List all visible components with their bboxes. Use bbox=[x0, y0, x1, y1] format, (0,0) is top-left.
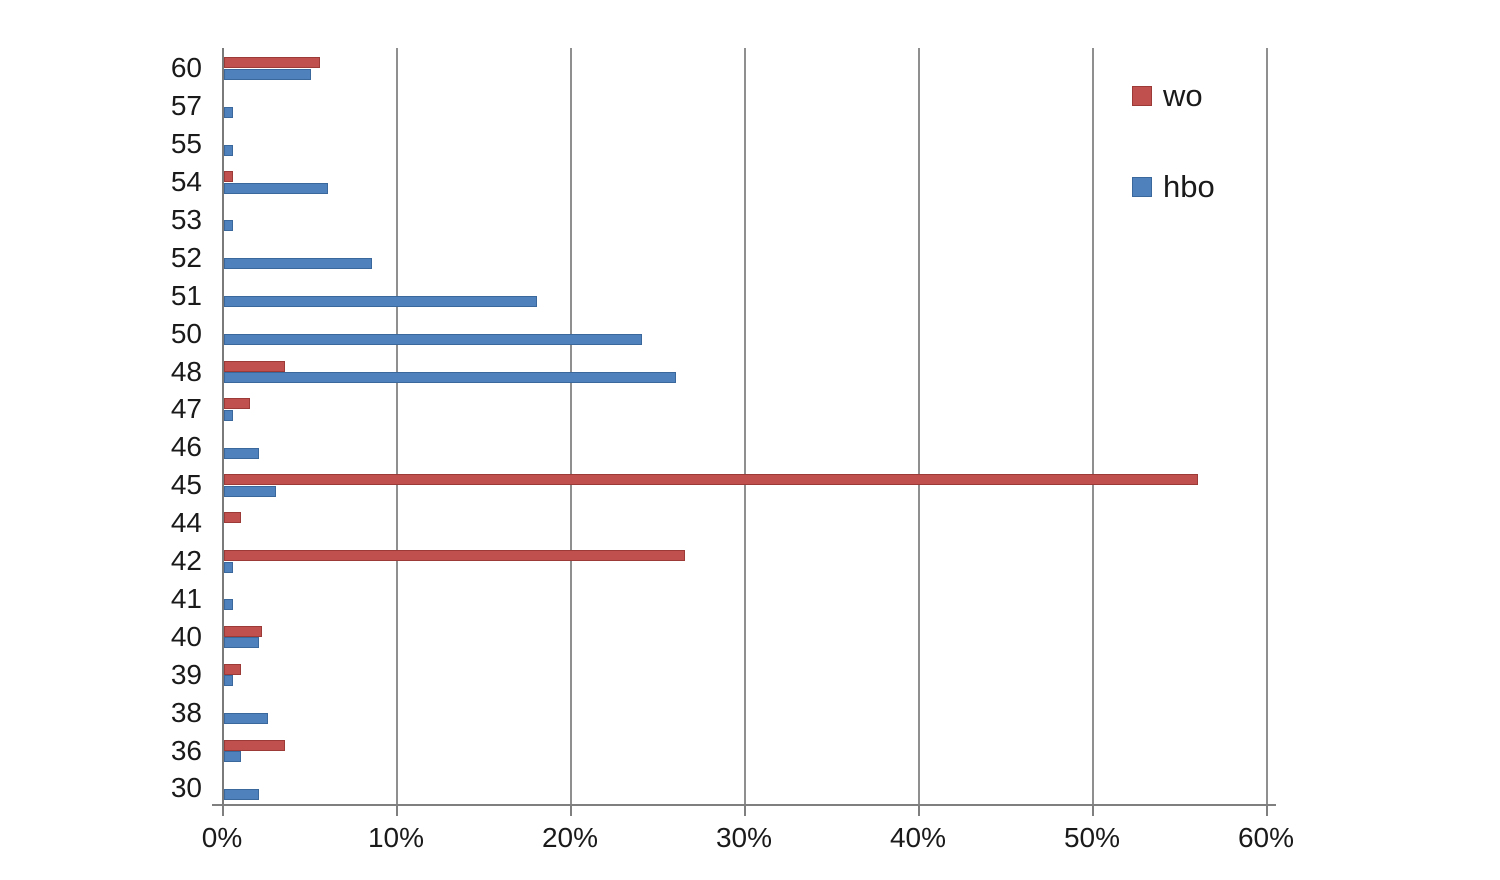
bar-wo-45 bbox=[224, 474, 1198, 486]
bar-hbo-36 bbox=[224, 751, 241, 762]
x-axis-tick bbox=[918, 806, 920, 816]
bar-wo-54 bbox=[224, 171, 233, 182]
x-axis-tick bbox=[396, 806, 398, 816]
gridline-10% bbox=[396, 48, 398, 806]
bar-wo-36 bbox=[224, 739, 285, 751]
y-tick-label-54: 54 bbox=[170, 166, 202, 197]
x-tick-label: 0% bbox=[201, 822, 243, 853]
bar-hbo-45 bbox=[224, 485, 276, 497]
y-tick-label-52: 52 bbox=[170, 241, 202, 273]
x-tick-label: 50% bbox=[1063, 822, 1121, 853]
y-tick-label-47: 47 bbox=[170, 393, 202, 425]
bar-hbo-39 bbox=[224, 675, 233, 687]
gridline-60% bbox=[1266, 48, 1268, 806]
bar-hbo-57 bbox=[224, 106, 233, 118]
y-tick-label-41: 41 bbox=[170, 582, 202, 614]
legend-item-hbo: hbo bbox=[1132, 171, 1215, 202]
legend-label-wo: wo bbox=[1163, 78, 1203, 113]
bar-hbo-38 bbox=[224, 713, 268, 725]
bar-wo-40 bbox=[224, 625, 262, 637]
legend-item-wo: wo bbox=[1132, 80, 1203, 111]
legend-label-hbo: hbo bbox=[1163, 169, 1215, 204]
gridline-0% bbox=[222, 48, 224, 806]
bar-wo-48 bbox=[224, 360, 285, 372]
y-tick-label-46: 46 bbox=[170, 431, 202, 463]
bar-hbo-46 bbox=[224, 447, 259, 459]
bar-wo-47 bbox=[224, 398, 250, 410]
legend-swatch-wo bbox=[1132, 85, 1152, 106]
bar-hbo-40 bbox=[224, 637, 259, 649]
x-tick-label: 40% bbox=[889, 822, 947, 853]
bar-hbo-48 bbox=[224, 372, 676, 383]
legend-swatch-hbo bbox=[1132, 176, 1152, 197]
y-tick-label-39: 39 bbox=[170, 658, 202, 690]
bar-hbo-51 bbox=[224, 296, 537, 308]
bar-wo-44 bbox=[224, 512, 241, 524]
bar-hbo-54 bbox=[224, 182, 328, 194]
x-axis-tick bbox=[570, 806, 572, 816]
bar-hbo-47 bbox=[224, 409, 233, 421]
bar-hbo-52 bbox=[224, 258, 372, 270]
bar-hbo-50 bbox=[224, 334, 642, 346]
gridline-30% bbox=[744, 48, 746, 806]
bar-wo-39 bbox=[224, 663, 241, 675]
y-tick-label-30: 30 bbox=[170, 772, 202, 804]
bar-wo-42 bbox=[224, 550, 685, 561]
bar-hbo-53 bbox=[224, 220, 233, 232]
x-tick-label: 20% bbox=[541, 822, 599, 853]
plot-area bbox=[222, 48, 1268, 806]
x-axis-tick bbox=[744, 806, 746, 816]
y-tick-label-44: 44 bbox=[170, 507, 202, 539]
bar-hbo-41 bbox=[224, 599, 233, 611]
bar-hbo-55 bbox=[224, 144, 233, 156]
y-tick-label-55: 55 bbox=[170, 128, 202, 160]
gridline-50% bbox=[1092, 48, 1094, 806]
x-axis-tick bbox=[1092, 806, 1094, 816]
y-tick-label-40: 40 bbox=[170, 620, 202, 652]
gridline-20% bbox=[570, 48, 572, 806]
y-tick-label-51: 51 bbox=[170, 279, 202, 311]
bar-hbo-30 bbox=[224, 788, 259, 800]
y-tick-label-48: 48 bbox=[170, 355, 202, 387]
x-axis-tick bbox=[1266, 806, 1268, 816]
x-tick-label: 30% bbox=[715, 822, 773, 853]
gridline-40% bbox=[918, 48, 920, 806]
y-tick-label-45: 45 bbox=[170, 469, 202, 501]
y-tick-label-36: 36 bbox=[170, 734, 202, 766]
bar-hbo-42 bbox=[224, 561, 233, 573]
x-axis-line bbox=[212, 804, 1276, 806]
bar-hbo-60 bbox=[224, 68, 311, 80]
x-tick-label: 10% bbox=[367, 822, 425, 853]
y-tick-label-50: 50 bbox=[170, 317, 202, 349]
y-tick-label-42: 42 bbox=[170, 545, 202, 576]
x-tick-label: 60% bbox=[1237, 822, 1295, 853]
bar-wo-60 bbox=[224, 57, 320, 69]
y-tick-label-53: 53 bbox=[170, 203, 202, 235]
y-tick-label-60: 60 bbox=[170, 52, 202, 84]
y-tick-label-38: 38 bbox=[170, 696, 202, 728]
y-tick-label-57: 57 bbox=[170, 90, 202, 122]
x-axis-tick bbox=[222, 806, 224, 816]
